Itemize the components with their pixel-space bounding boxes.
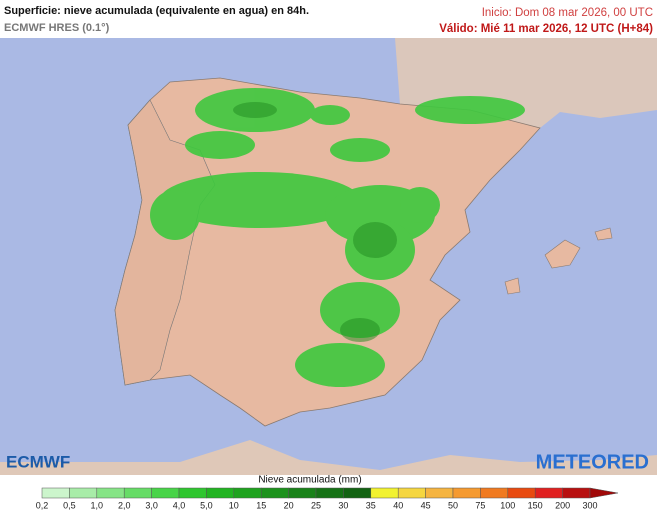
colorbar-bin — [206, 487, 235, 499]
snow-heavy — [233, 102, 397, 342]
colorbar-bin — [260, 487, 289, 499]
colorbar-tick-label: 35 — [366, 500, 376, 510]
colorbar-tick-label: 40 — [393, 500, 403, 510]
colorbar-tick-label: 10 — [229, 500, 239, 510]
colorbar-bin — [288, 487, 317, 499]
map — [0, 38, 657, 475]
valid-time: Válido: Mié 11 mar 2026, 12 UTC (H+84) — [439, 23, 653, 35]
ibiza — [504, 277, 521, 295]
colorbar-tick-label: 5,0 — [200, 500, 213, 510]
colorbar-extension — [589, 487, 619, 499]
colorbar-bin — [151, 487, 180, 499]
colorbar-bin — [425, 487, 454, 499]
colorbar-bin — [315, 487, 344, 499]
colorbar-bin — [534, 487, 563, 499]
colorbar-tick-label: 1,0 — [91, 500, 104, 510]
colorbar-bin — [343, 487, 372, 499]
logo-meteored: METEORED — [536, 451, 649, 473]
colorbar-tick-label: 300 — [582, 500, 597, 510]
title: Superficie: nieve acumulada (equivalente… — [4, 5, 309, 17]
colorbar-bin — [69, 487, 98, 499]
colorbar-bin — [178, 487, 207, 499]
colorbar: 0,2 0,5 1,0 2,0 3,0 4,0 5,0 10 15 20 25 30 35 40 45 50 7… — [36, 487, 619, 510]
colorbar-tick-label: 3,0 — [145, 500, 158, 510]
colorbar-tick-label: 200 — [555, 500, 570, 510]
colorbar-bin — [41, 487, 70, 499]
colorbar-tick-label: 45 — [421, 500, 431, 510]
colorbar-bin — [370, 487, 399, 499]
colorbar-bin — [123, 487, 152, 499]
mallorca — [544, 239, 581, 269]
colorbar-bin — [452, 487, 481, 499]
legend-label: Nieve acumulada (mm) — [258, 475, 361, 486]
init-time: Inicio: Dom 08 mar 2026, 00 UTC — [482, 7, 653, 19]
menorca — [594, 227, 613, 241]
colorbar-bin — [480, 487, 509, 499]
colorbar-tick-label: 150 — [528, 500, 543, 510]
colorbar-bin — [96, 487, 125, 499]
colorbar-tick-label: 4,0 — [173, 500, 186, 510]
snow-areas — [150, 88, 525, 387]
colorbar-tick-label: 30 — [338, 500, 348, 510]
africa — [0, 440, 657, 475]
logo-ecmwf: ECMWF — [6, 452, 70, 471]
colorbar-tick-label: 100 — [500, 500, 515, 510]
colorbar-tick-label: 2,0 — [118, 500, 131, 510]
colorbar-tick-label: 20 — [284, 500, 294, 510]
colorbar-tick-label: 50 — [448, 500, 458, 510]
colorbar-tick-label: 75 — [475, 500, 485, 510]
colorbar-bin — [507, 487, 536, 499]
colorbar-tick-label: 25 — [311, 500, 321, 510]
colorbar-tick-label: 0,5 — [63, 500, 76, 510]
colorbar-bin — [397, 487, 426, 499]
colorbar-bin — [562, 487, 591, 499]
colorbar-tick-label: 0,2 — [36, 500, 49, 510]
colorbar-tick-label: 15 — [256, 500, 266, 510]
model: ECMWF HRES (0.1°) — [4, 22, 110, 34]
colorbar-bin — [233, 487, 262, 499]
